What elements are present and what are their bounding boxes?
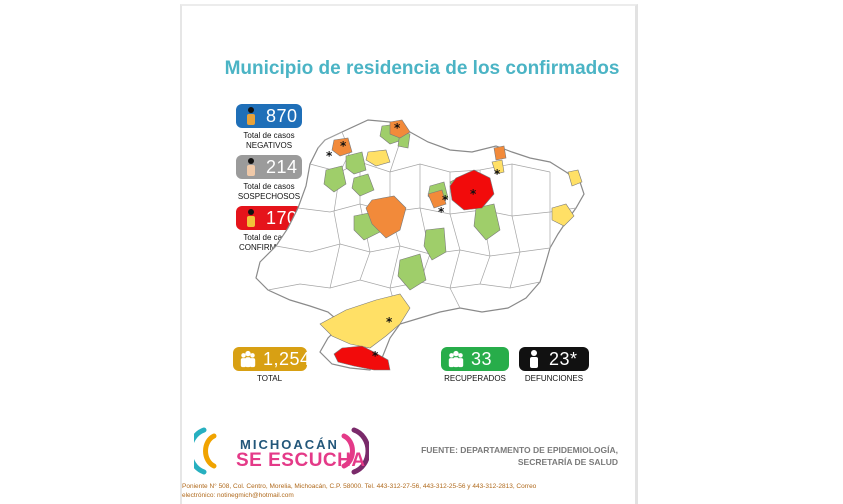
negativos-value: 870 — [266, 105, 298, 126]
sospechosos-caption-1: Total de casos — [243, 182, 295, 191]
sospechosos-pill: 214 — [236, 155, 302, 179]
marker-8: * — [386, 315, 393, 329]
page-frame — [180, 4, 638, 504]
source-note: FUENTE: DEPARTAMENTO DE EPIDEMIOLOGÍA, S… — [412, 444, 618, 468]
footer-line-1: Poniente N° 508, Col. Centro, Morelia, M… — [182, 483, 537, 490]
marker-6: * — [438, 205, 445, 219]
negativos-caption-2: NEGATIVOS — [245, 141, 293, 150]
marker-1: * — [394, 121, 401, 135]
stat-defunciones: 23* DEFUNCIONES — [519, 347, 589, 384]
defunciones-value: 23* — [549, 348, 578, 369]
confirmed-markers: * * * * * * * * * — [326, 121, 501, 363]
marker-7: * — [470, 187, 477, 201]
recuperados-pill: 33 — [441, 347, 509, 371]
total-caption: TOTAL — [257, 374, 283, 383]
person-icon — [242, 106, 260, 126]
michoacan-map: * * * * * * * * * — [255, 119, 585, 371]
defunciones-pill: 23* — [519, 347, 589, 371]
stat-total: 1,254 TOTAL — [233, 347, 310, 384]
group-icon — [447, 349, 465, 369]
high-confirmed-municipalities — [333, 169, 495, 371]
group-icon — [239, 349, 257, 369]
source-line-1: FUENTE: DEPARTAMENTO DE EPIDEMIOLOGÍA, — [421, 445, 618, 455]
page-title: Municipio de residencia de los confirmad… — [224, 58, 620, 79]
logo-line-1: MICHOACÁN — [240, 437, 339, 452]
person-icon — [242, 157, 260, 177]
confirmados-caption-2: CONFIRMADOS — [239, 243, 299, 252]
sospechosos-caption-2: SOSPECHOSOS — [237, 192, 301, 201]
source-line-2: SECRETARÍA DE SALUD — [517, 457, 618, 467]
footer-line-2: electrónico: notinegmich@hotmail.com — [182, 492, 294, 499]
confirmados-value: 170 — [266, 207, 298, 228]
negativos-caption-1: Total de casos — [243, 131, 295, 140]
marker-4: * — [494, 167, 501, 181]
defunciones-caption: DEFUNCIONES — [524, 374, 584, 383]
mid-confirmed-municipalities — [331, 119, 507, 239]
marker-3: * — [326, 149, 333, 163]
sospechosos-value: 214 — [266, 156, 298, 177]
low-confirmed-municipalities — [319, 149, 583, 349]
person-icon — [242, 208, 260, 228]
michoacan-se-escucha-logo — [194, 427, 369, 475]
stat-recuperados: 33 RECUPERADOS — [441, 347, 509, 384]
marker-5: * — [442, 193, 449, 207]
confirmados-caption-1: Total de casos — [243, 233, 295, 242]
recuperados-value: 33 — [471, 348, 493, 369]
footer-address: Poniente N° 508, Col. Centro, Morelia, M… — [182, 482, 536, 500]
total-pill: 1,254 — [233, 347, 310, 371]
stat-negativos: 870 Total de casos NEGATIVOS — [236, 104, 302, 151]
state-outline — [255, 119, 585, 371]
marker-2: * — [340, 139, 347, 153]
recovered-municipalities — [323, 123, 501, 291]
marker-9: * — [372, 349, 379, 363]
negativos-pill: 870 — [236, 104, 302, 128]
stat-sospechosos: 214 Total de casos SOSPECHOSOS — [236, 155, 302, 202]
logo-line-2: SE ESCUCHA — [236, 450, 366, 471]
recuperados-caption: RECUPERADOS — [444, 374, 506, 383]
total-value: 1,254 — [263, 348, 311, 369]
person-icon — [525, 349, 543, 369]
